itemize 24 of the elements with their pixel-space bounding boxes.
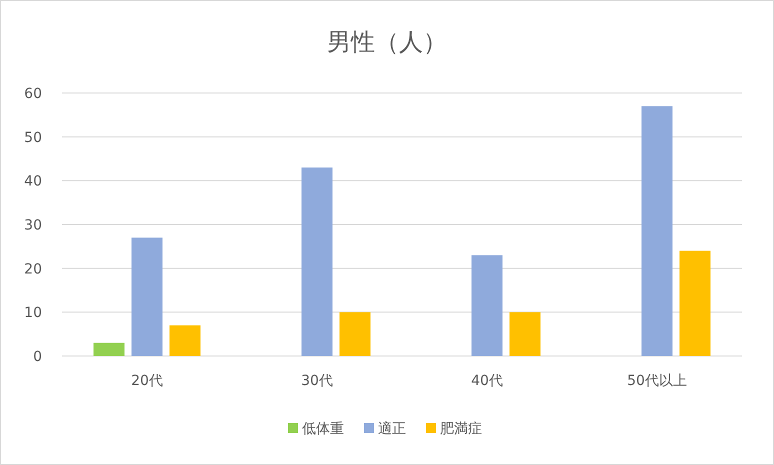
legend-label: 適正 [378, 421, 406, 437]
bar [132, 238, 162, 356]
bar [170, 325, 200, 356]
bar [680, 250, 710, 356]
y-tick-label: 50 [24, 130, 42, 146]
bar [302, 168, 332, 356]
y-tick-label: 10 [24, 305, 42, 322]
bar [510, 312, 540, 356]
x-tick-label: 50代以上 [627, 373, 687, 389]
x-tick-label: 40代 [471, 373, 503, 389]
bar [472, 255, 502, 356]
y-tick-label: 60 [24, 86, 42, 102]
x-tick-label: 30代 [301, 373, 333, 389]
y-tick-label: 30 [24, 218, 42, 234]
y-tick-label: 40 [24, 174, 42, 190]
bar [340, 312, 370, 356]
bar [94, 342, 124, 356]
legend-label: 低体重 [302, 421, 344, 437]
legend-label: 肥満症 [440, 421, 482, 437]
bar [642, 106, 672, 356]
chart-title: 男性（人） [327, 28, 447, 56]
x-tick-label: 20代 [131, 373, 163, 389]
y-tick-label: 0 [33, 349, 42, 365]
y-tick-label: 20 [24, 261, 42, 278]
